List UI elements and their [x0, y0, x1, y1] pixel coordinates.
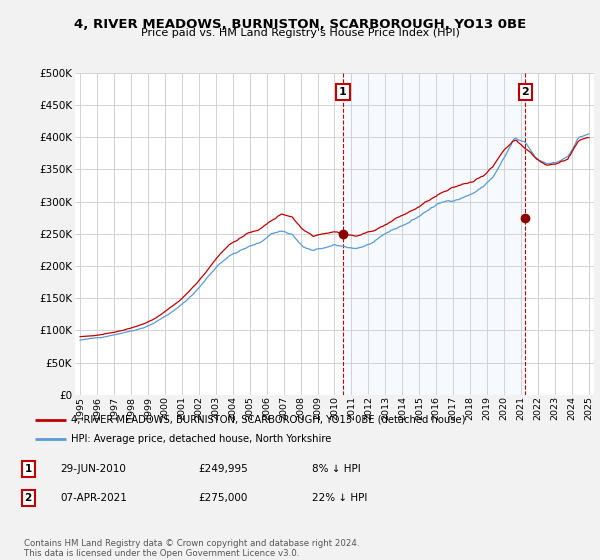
Text: 07-APR-2021: 07-APR-2021 [60, 493, 127, 503]
Text: 29-JUN-2010: 29-JUN-2010 [60, 464, 126, 474]
Text: Contains HM Land Registry data © Crown copyright and database right 2024.
This d: Contains HM Land Registry data © Crown c… [24, 539, 359, 558]
Text: 22% ↓ HPI: 22% ↓ HPI [312, 493, 367, 503]
Text: Price paid vs. HM Land Registry's House Price Index (HPI): Price paid vs. HM Land Registry's House … [140, 28, 460, 38]
Text: 1: 1 [339, 87, 347, 97]
Text: 2: 2 [25, 493, 32, 503]
Text: 4, RIVER MEADOWS, BURNISTON, SCARBOROUGH, YO13 0BE (detached house): 4, RIVER MEADOWS, BURNISTON, SCARBOROUGH… [71, 415, 466, 425]
Text: 8% ↓ HPI: 8% ↓ HPI [312, 464, 361, 474]
Text: £275,000: £275,000 [198, 493, 247, 503]
Text: HPI: Average price, detached house, North Yorkshire: HPI: Average price, detached house, Nort… [71, 434, 332, 444]
Text: 1: 1 [25, 464, 32, 474]
Bar [343, 73, 526, 395]
Text: 4, RIVER MEADOWS, BURNISTON, SCARBOROUGH, YO13 0BE: 4, RIVER MEADOWS, BURNISTON, SCARBOROUGH… [74, 18, 526, 31]
Text: £249,995: £249,995 [198, 464, 248, 474]
Text: 2: 2 [521, 87, 529, 97]
